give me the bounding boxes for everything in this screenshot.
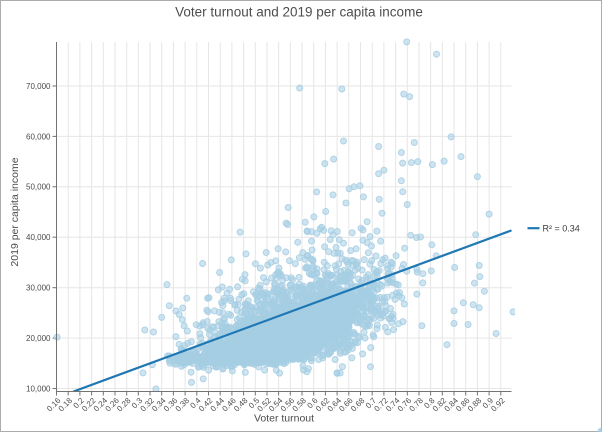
svg-text:2019 per capita income: 2019 per capita income xyxy=(9,157,21,266)
svg-text:20,000: 20,000 xyxy=(26,334,51,343)
svg-text:40,000: 40,000 xyxy=(26,233,51,242)
svg-text:10,000: 10,000 xyxy=(26,384,51,393)
svg-text:30,000: 30,000 xyxy=(26,284,51,293)
svg-text:70,000: 70,000 xyxy=(26,82,51,91)
svg-text:Voter turnout: Voter turnout xyxy=(254,413,314,425)
svg-text:60,000: 60,000 xyxy=(26,132,51,141)
svg-text:50,000: 50,000 xyxy=(26,183,51,192)
svg-text:Voter turnout and 2019 per cap: Voter turnout and 2019 per capita income xyxy=(175,4,423,19)
svg-text:R² = 0.34: R² = 0.34 xyxy=(543,223,580,233)
